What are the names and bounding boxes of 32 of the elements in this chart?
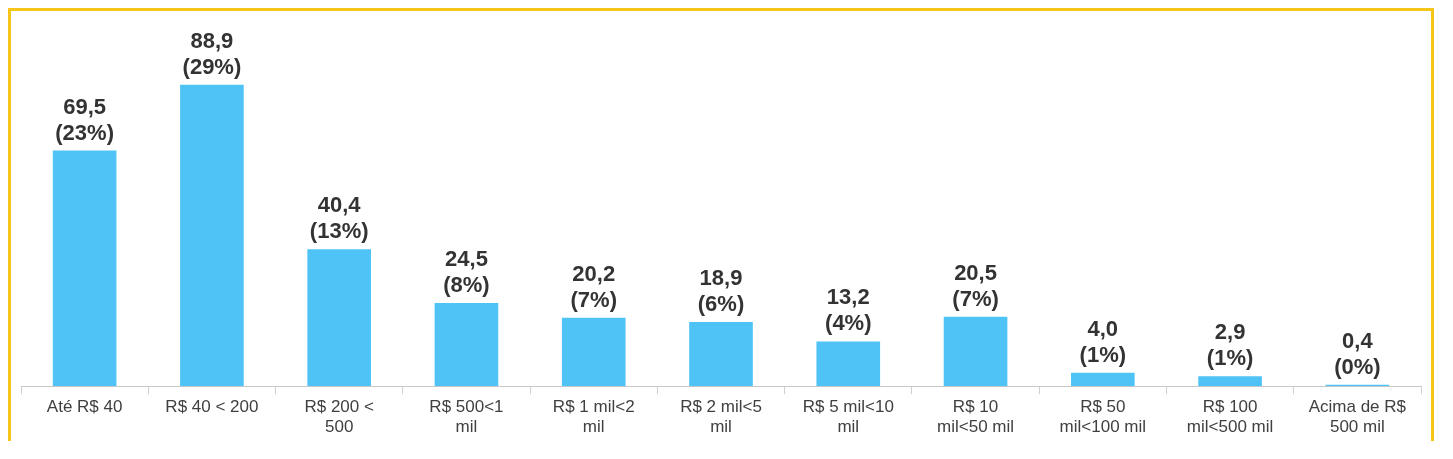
data-label: 13,2 (4%): [825, 284, 872, 336]
data-label: 40,4 (13%): [309, 192, 369, 244]
x-tick-label: R$ 40 < 200: [165, 397, 259, 417]
x-tick-label: R$ 2 mil<5 mil: [680, 397, 762, 437]
bar: [561, 317, 626, 387]
bar: [434, 303, 499, 387]
data-label: 0,4 (0%): [1334, 327, 1381, 379]
x-tick-label: R$ 1 mil<2 mil: [552, 397, 635, 437]
x-tick-label: R$ 5 mil<10 mil: [802, 397, 894, 437]
x-tick-label: R$ 200 < 500: [304, 397, 374, 437]
bar: [816, 341, 881, 387]
x-tick-label: R$ 50 mil<100 mil: [1059, 397, 1147, 437]
x-tick-label: R$ 10 mil<50 mil: [937, 397, 1015, 437]
x-tick-label: R$ 500<1 mil: [429, 397, 504, 437]
x-tick-label: Até R$ 40: [46, 397, 123, 417]
bar: [307, 249, 371, 387]
data-label: 69,5 (23%): [55, 93, 114, 145]
data-label: 24,5 (8%): [443, 246, 490, 298]
data-label: 18,9 (6%): [697, 265, 745, 317]
bar: [180, 84, 244, 387]
bar: [689, 322, 753, 387]
data-label: 20,5 (7%): [952, 259, 999, 311]
bar: [943, 316, 1008, 387]
bar: [52, 150, 117, 387]
x-tick-label: R$ 100 mil<500 mil: [1186, 397, 1274, 437]
data-label: 2,9 (1%): [1206, 319, 1254, 371]
bar: [1198, 376, 1262, 387]
data-label: 20,2 (7%): [570, 260, 617, 312]
bar: [1071, 372, 1135, 387]
data-label: 4,0 (1%): [1079, 315, 1127, 367]
x-tick-label: Acima de R$ 500 mil: [1308, 397, 1407, 437]
data-label: 88,9 (29%): [182, 27, 242, 79]
